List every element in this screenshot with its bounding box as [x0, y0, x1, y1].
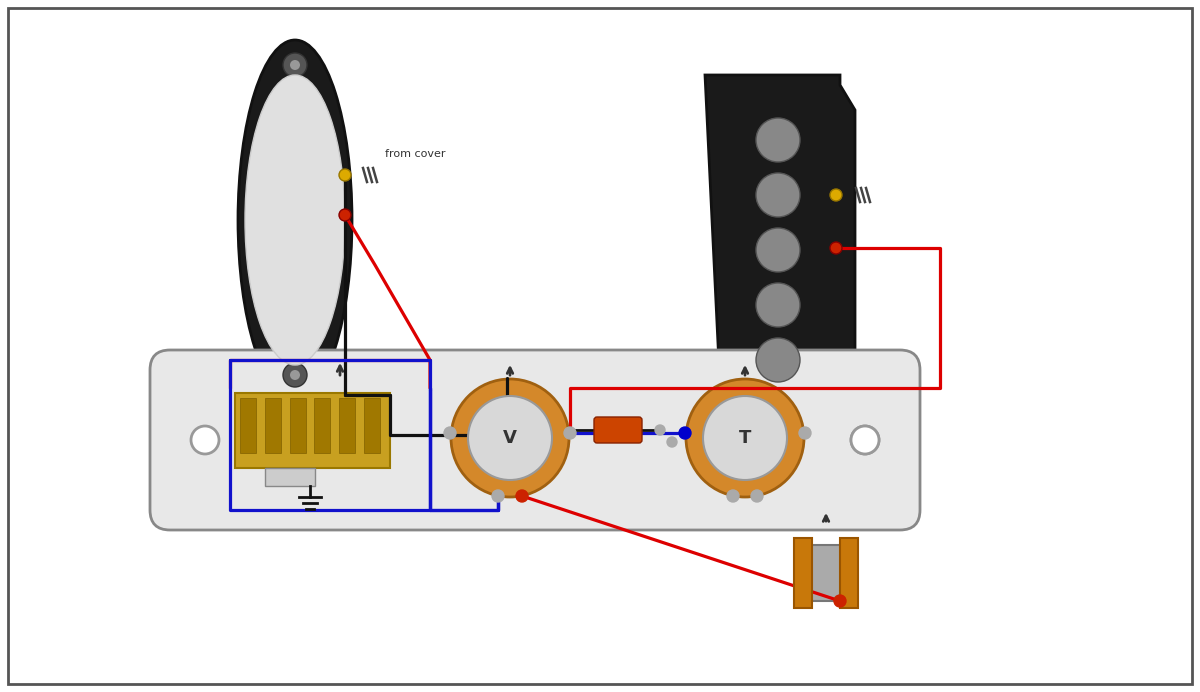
Circle shape	[191, 426, 220, 454]
Bar	[240, 398, 256, 453]
Bar	[364, 398, 380, 453]
Circle shape	[444, 427, 456, 439]
Circle shape	[703, 396, 787, 480]
Bar	[798, 545, 854, 601]
Circle shape	[830, 242, 842, 254]
Ellipse shape	[238, 40, 352, 400]
Circle shape	[290, 370, 300, 380]
Circle shape	[492, 490, 504, 502]
Ellipse shape	[451, 379, 569, 497]
Bar	[235, 393, 390, 468]
Polygon shape	[706, 75, 854, 385]
Circle shape	[799, 427, 811, 439]
Circle shape	[340, 169, 352, 181]
Circle shape	[756, 118, 800, 162]
Circle shape	[667, 437, 677, 447]
Circle shape	[830, 189, 842, 201]
Bar	[340, 398, 355, 453]
Circle shape	[756, 283, 800, 327]
Ellipse shape	[245, 75, 346, 365]
Ellipse shape	[686, 379, 804, 497]
Circle shape	[655, 425, 665, 435]
Bar	[265, 398, 281, 453]
Bar	[794, 538, 812, 608]
Circle shape	[851, 426, 878, 454]
Text: V: V	[503, 429, 517, 447]
Circle shape	[516, 490, 528, 502]
Bar	[314, 398, 330, 453]
FancyBboxPatch shape	[150, 350, 920, 530]
Bar	[265, 468, 314, 486]
Circle shape	[679, 427, 691, 439]
Circle shape	[564, 427, 576, 439]
Circle shape	[756, 338, 800, 382]
Text: from cover: from cover	[385, 149, 445, 159]
Circle shape	[727, 490, 739, 502]
Circle shape	[834, 595, 846, 607]
Bar	[289, 398, 306, 453]
Circle shape	[290, 60, 300, 70]
Circle shape	[756, 228, 800, 272]
Bar	[840, 538, 858, 608]
Circle shape	[751, 490, 763, 502]
Circle shape	[756, 173, 800, 217]
Circle shape	[283, 53, 307, 77]
FancyBboxPatch shape	[594, 417, 642, 443]
Circle shape	[851, 426, 878, 454]
Circle shape	[283, 363, 307, 387]
Text: T: T	[739, 429, 751, 447]
Circle shape	[340, 209, 352, 221]
Circle shape	[468, 396, 552, 480]
